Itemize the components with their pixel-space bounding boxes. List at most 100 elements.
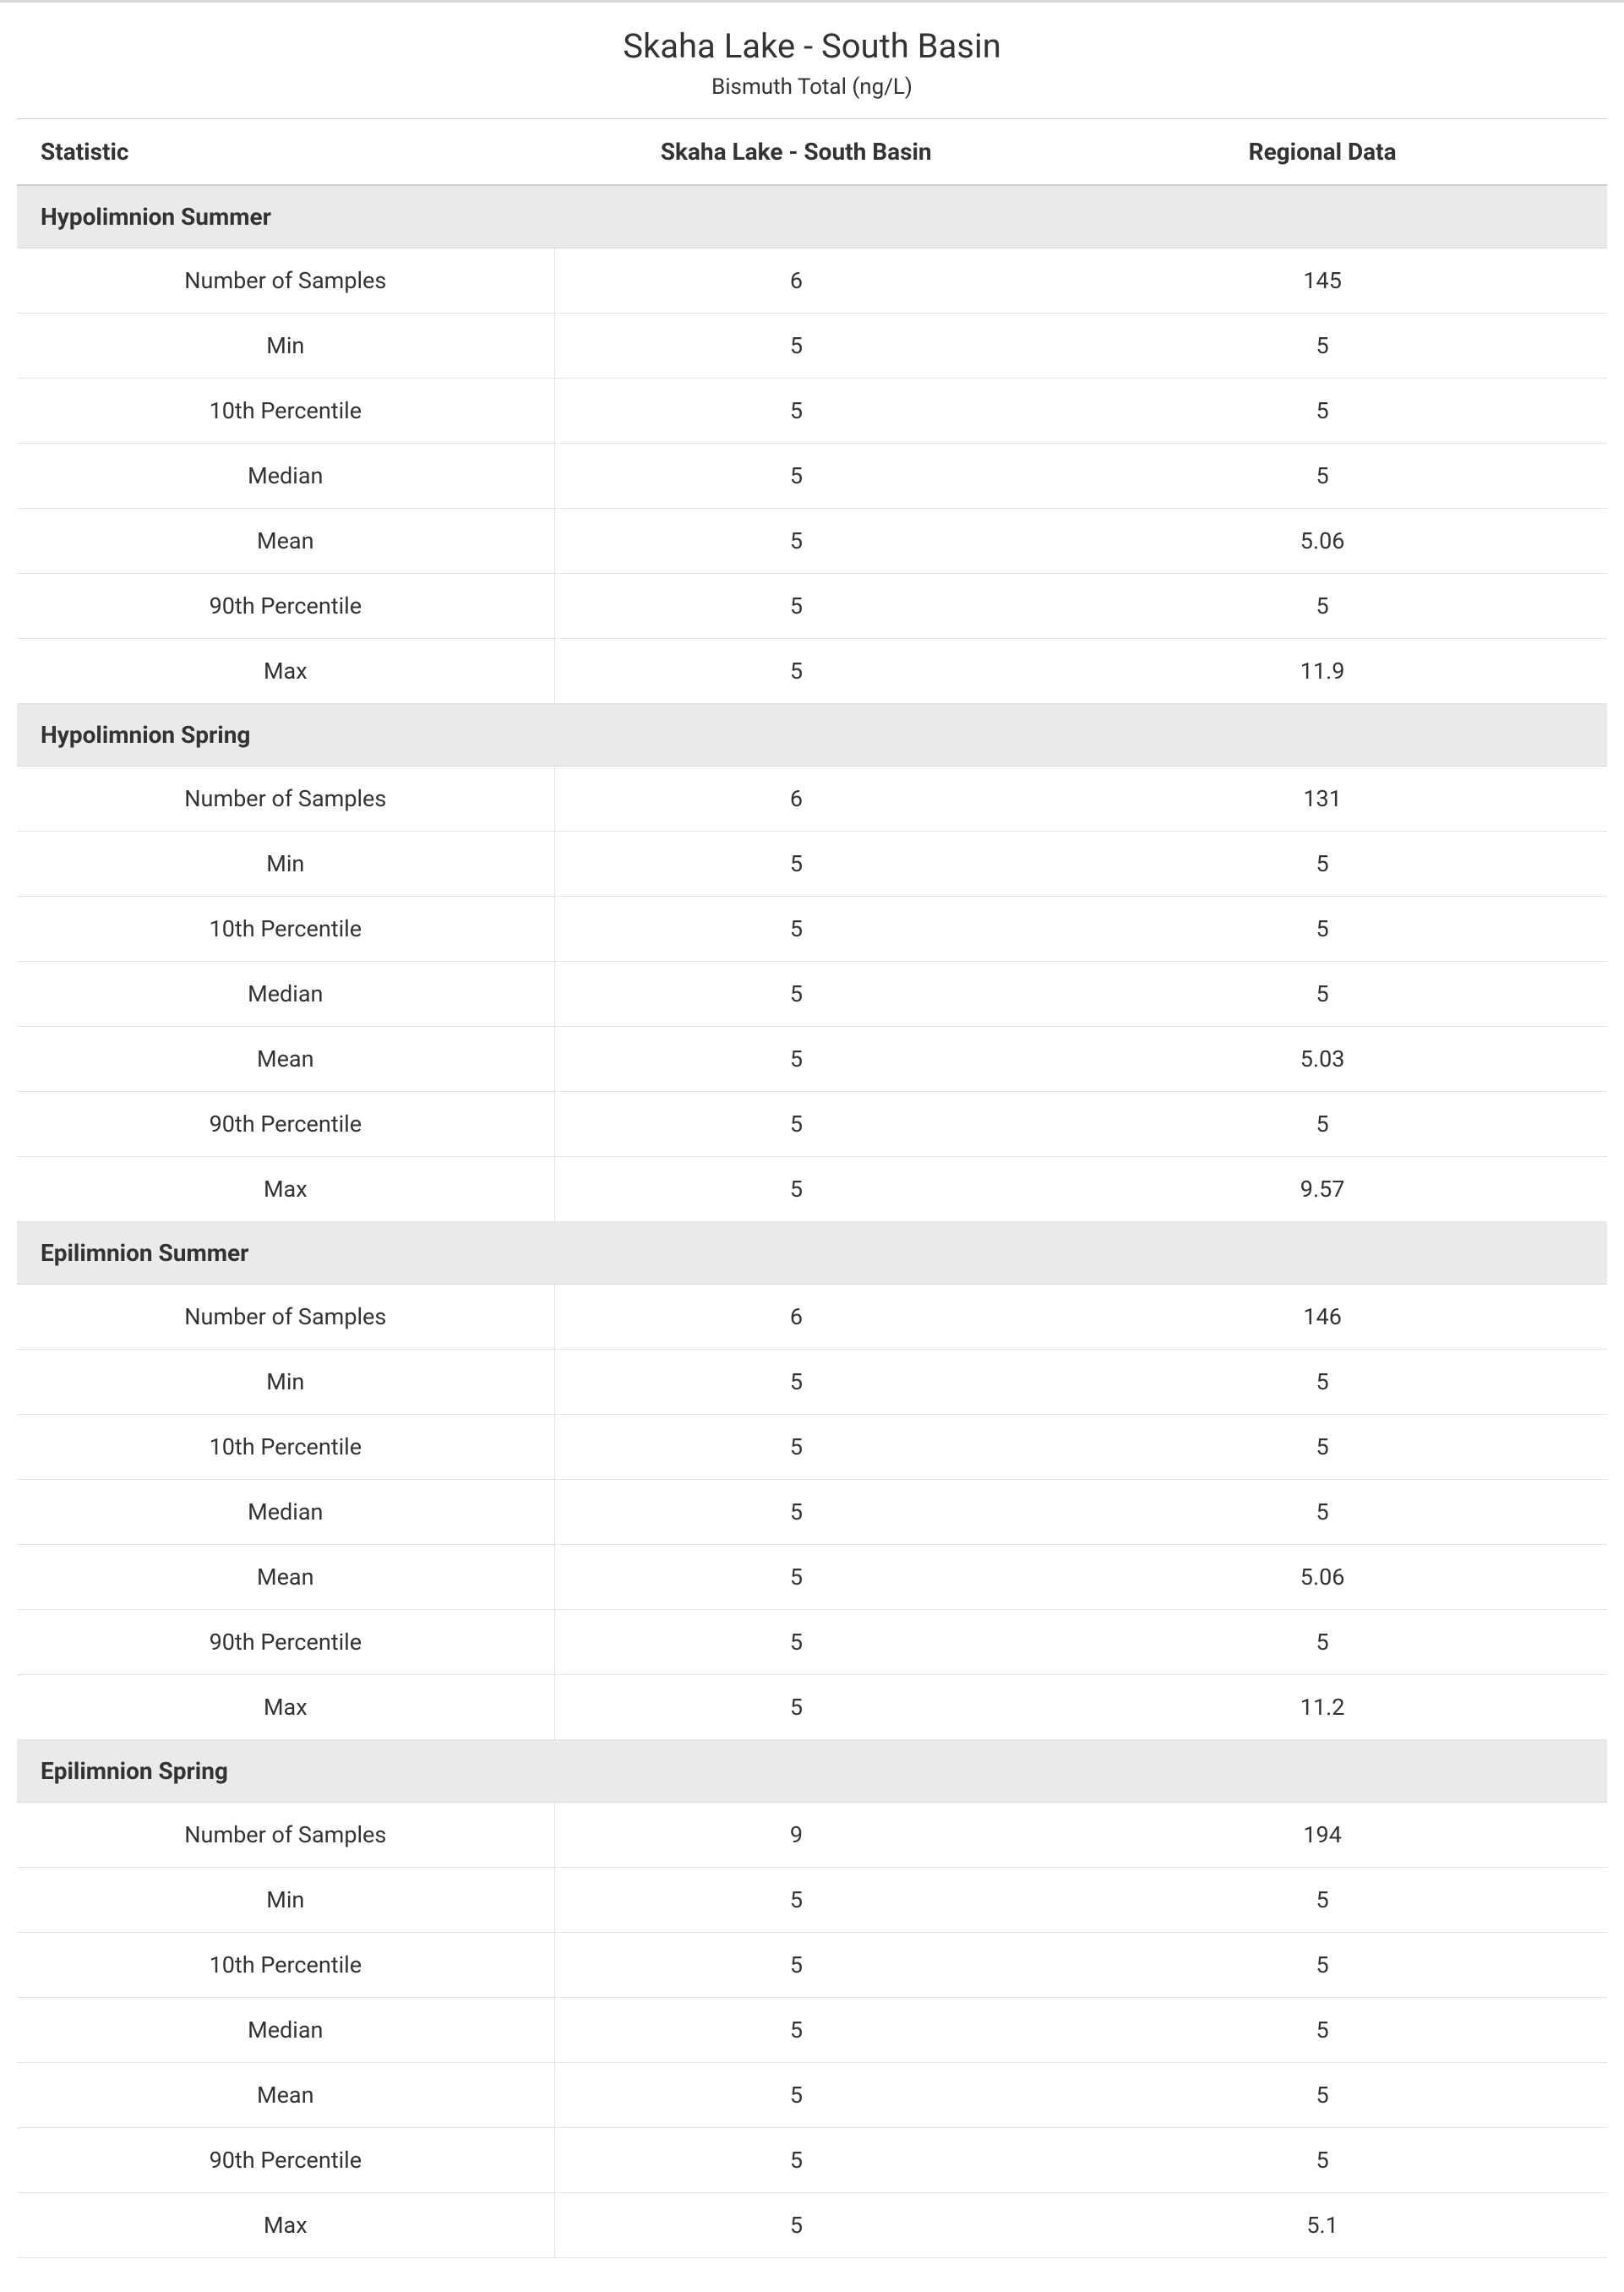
site-value: 9 — [554, 1803, 1038, 1868]
site-value: 5 — [554, 639, 1038, 704]
stat-label: Median — [17, 1480, 554, 1545]
table-row: Min55 — [17, 1868, 1607, 1933]
stat-label: Number of Samples — [17, 1803, 554, 1868]
regional-value: 5 — [1038, 832, 1607, 897]
table-body: Hypolimnion SummerNumber of Samples6145M… — [17, 185, 1607, 2258]
regional-value: 5 — [1038, 1868, 1607, 1933]
stat-label: Min — [17, 832, 554, 897]
table-row: Max511.2 — [17, 1675, 1607, 1740]
section-header: Epilimnion Summer — [17, 1222, 1607, 1285]
regional-value: 11.9 — [1038, 639, 1607, 704]
table-row: Mean55.03 — [17, 1027, 1607, 1092]
site-value: 5 — [554, 1092, 1038, 1157]
table-row: Mean55 — [17, 2063, 1607, 2128]
table-row: Max511.9 — [17, 639, 1607, 704]
table-header-row: Statistic Skaha Lake - South Basin Regio… — [17, 119, 1607, 186]
regional-value: 131 — [1038, 767, 1607, 832]
stat-label: Max — [17, 639, 554, 704]
table-row: Number of Samples6145 — [17, 248, 1607, 314]
site-value: 5 — [554, 897, 1038, 962]
site-value: 5 — [554, 2063, 1038, 2128]
regional-value: 145 — [1038, 248, 1607, 314]
site-value: 5 — [554, 574, 1038, 639]
stat-label: Number of Samples — [17, 767, 554, 832]
report-container: Skaha Lake - South Basin Bismuth Total (… — [0, 0, 1624, 2292]
title-block: Skaha Lake - South Basin Bismuth Total (… — [17, 3, 1607, 118]
site-value: 5 — [554, 1157, 1038, 1222]
table-row: Max59.57 — [17, 1157, 1607, 1222]
site-value: 5 — [554, 1350, 1038, 1415]
regional-value: 5 — [1038, 1933, 1607, 1998]
section-header: Hypolimnion Summer — [17, 185, 1607, 248]
site-value: 5 — [554, 379, 1038, 444]
regional-value: 146 — [1038, 1285, 1607, 1350]
stat-label: 10th Percentile — [17, 1415, 554, 1480]
table-row: Max55.1 — [17, 2193, 1607, 2258]
stat-label: Median — [17, 1998, 554, 2063]
site-value: 5 — [554, 1933, 1038, 1998]
table-row: Median55 — [17, 1480, 1607, 1545]
table-row: Min55 — [17, 314, 1607, 379]
stat-label: 90th Percentile — [17, 2128, 554, 2193]
site-value: 5 — [554, 509, 1038, 574]
site-value: 5 — [554, 1998, 1038, 2063]
regional-value: 5 — [1038, 2128, 1607, 2193]
table-row: 90th Percentile55 — [17, 1610, 1607, 1675]
page-title: Skaha Lake - South Basin — [17, 26, 1607, 66]
statistics-table: Statistic Skaha Lake - South Basin Regio… — [17, 118, 1607, 2258]
regional-value: 5.03 — [1038, 1027, 1607, 1092]
stat-label: Mean — [17, 2063, 554, 2128]
table-row: 10th Percentile55 — [17, 1933, 1607, 1998]
table-row: Number of Samples6146 — [17, 1285, 1607, 1350]
regional-value: 5 — [1038, 379, 1607, 444]
table-row: 10th Percentile55 — [17, 379, 1607, 444]
site-value: 6 — [554, 767, 1038, 832]
stat-label: Mean — [17, 1027, 554, 1092]
site-value: 5 — [554, 832, 1038, 897]
stat-label: 90th Percentile — [17, 1610, 554, 1675]
table-row: 90th Percentile55 — [17, 574, 1607, 639]
regional-value: 5 — [1038, 1350, 1607, 1415]
section-header-row: Epilimnion Spring — [17, 1740, 1607, 1803]
regional-value: 5.06 — [1038, 1545, 1607, 1610]
section-header-row: Epilimnion Summer — [17, 1222, 1607, 1285]
stat-label: 10th Percentile — [17, 379, 554, 444]
stat-label: 90th Percentile — [17, 574, 554, 639]
site-value: 5 — [554, 314, 1038, 379]
site-value: 6 — [554, 1285, 1038, 1350]
regional-value: 5 — [1038, 1480, 1607, 1545]
regional-value: 5 — [1038, 897, 1607, 962]
table-row: Min55 — [17, 1350, 1607, 1415]
regional-value: 9.57 — [1038, 1157, 1607, 1222]
stat-label: Mean — [17, 1545, 554, 1610]
regional-value: 5 — [1038, 574, 1607, 639]
stat-label: 90th Percentile — [17, 1092, 554, 1157]
table-row: Mean55.06 — [17, 1545, 1607, 1610]
stat-label: 10th Percentile — [17, 897, 554, 962]
site-value: 5 — [554, 2128, 1038, 2193]
site-value: 5 — [554, 1027, 1038, 1092]
col-header-statistic: Statistic — [17, 119, 554, 186]
stat-label: Max — [17, 2193, 554, 2258]
stat-label: Min — [17, 1350, 554, 1415]
page-subtitle: Bismuth Total (ng/L) — [17, 74, 1607, 100]
stat-label: Min — [17, 1868, 554, 1933]
regional-value: 5.06 — [1038, 509, 1607, 574]
stat-label: Median — [17, 444, 554, 509]
regional-value: 5 — [1038, 962, 1607, 1027]
regional-value: 5 — [1038, 314, 1607, 379]
regional-value: 5 — [1038, 2063, 1607, 2128]
regional-value: 5 — [1038, 444, 1607, 509]
section-header-row: Hypolimnion Spring — [17, 704, 1607, 767]
regional-value: 5 — [1038, 1610, 1607, 1675]
site-value: 5 — [554, 1480, 1038, 1545]
section-header: Hypolimnion Spring — [17, 704, 1607, 767]
stat-label: Min — [17, 314, 554, 379]
site-value: 5 — [554, 1415, 1038, 1480]
site-value: 5 — [554, 2193, 1038, 2258]
site-value: 5 — [554, 1868, 1038, 1933]
table-row: Min55 — [17, 832, 1607, 897]
regional-value: 5 — [1038, 1415, 1607, 1480]
col-header-site: Skaha Lake - South Basin — [554, 119, 1038, 186]
stat-label: Median — [17, 962, 554, 1027]
